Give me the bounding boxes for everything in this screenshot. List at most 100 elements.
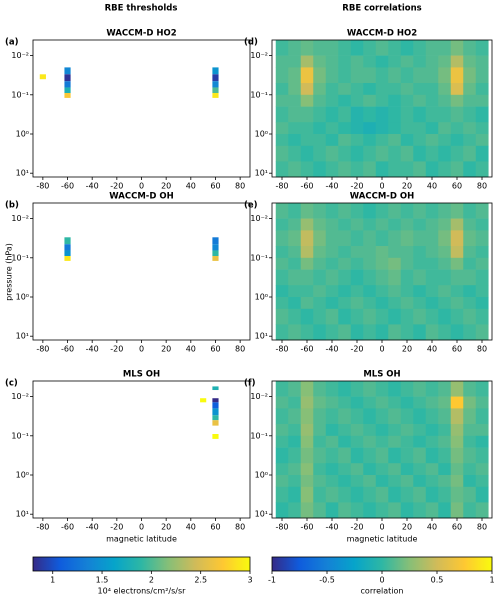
heat-cell [350,145,364,162]
heat-cell [338,257,352,270]
heat-cell [463,486,477,503]
heat-cell [400,94,414,107]
heat-cell [64,256,71,261]
heat-cell [325,55,339,68]
heat-cell [363,203,377,219]
column-title: RBE thresholds [105,4,178,14]
heat-cell [338,435,352,448]
heat-cell [413,475,427,488]
heat-cell [388,245,402,259]
heat-cell [338,447,352,464]
heat-cell [350,203,364,219]
heat-cell [288,67,302,84]
x-tick-label: 60 [452,523,462,532]
heat-cell [425,40,439,56]
y-tick-label: 10⁻¹ [250,431,268,440]
heat-cell [425,94,439,107]
heat-cell [450,218,464,231]
heat-cell [413,245,427,259]
heat-cell [375,396,389,409]
heat-cell [475,257,489,270]
x-tick-label: -80 [275,345,288,354]
heat-cell [288,381,302,397]
heat-cell [300,82,314,96]
heat-cell [413,230,427,247]
heat-cell [475,502,489,519]
x-tick-label: -20 [350,523,363,532]
heat-cell [425,447,439,464]
heat-cell [425,257,439,270]
heat-cell [325,447,339,464]
heat-cell [325,435,339,448]
heat-cell [375,67,389,84]
heat-cell [325,106,339,123]
heat-cell [413,486,427,503]
heat-cell [375,447,389,464]
heat-cell [350,94,364,107]
heat-cell [325,245,339,259]
heat-cell [450,82,464,96]
heat-cell [313,82,327,96]
heat-cell [475,145,489,162]
heat-cell [212,398,219,403]
y-tick-label: 10⁰ [16,471,29,480]
x-tick-label: -40 [86,345,99,354]
heat-cell [338,486,352,503]
x-tick-label: 20 [161,523,171,532]
heat-cell [375,40,389,56]
heat-cell [275,297,289,310]
heat-cell [325,408,339,425]
panel-label: (b) [5,201,19,211]
heat-cell [363,408,377,425]
heat-cell [275,218,289,231]
heat-cell [313,435,327,448]
heat-cell [275,475,289,488]
heat-cell [275,423,289,437]
heat-cell [338,297,352,310]
heat-cell [325,502,339,519]
heat-cell [325,122,339,135]
x-tick-label: 80 [235,523,245,532]
heat-cell [288,297,302,310]
heat-cell [450,94,464,107]
heat-cell [212,244,219,251]
heat-cell [363,40,377,56]
heat-cell [313,502,327,519]
heat-cell [413,324,427,341]
heat-cell [313,145,327,162]
x-tick-label: -20 [350,345,363,354]
heat-cell [450,257,464,270]
heat-cell [275,447,289,464]
heat-cell [388,408,402,425]
heat-cell [350,423,364,437]
x-tick-label: 80 [477,182,487,191]
x-tick-label: 40 [427,345,437,354]
heat-cell [400,435,414,448]
heat-cell [200,398,207,403]
x-tick-label: -40 [86,523,99,532]
heat-cell [350,486,364,503]
y-tick-label: 10⁻² [250,51,268,60]
heat-cell [350,122,364,135]
heat-cell [425,134,439,147]
heat-cell [400,381,414,397]
heat-cell [288,285,302,298]
heat-cell [463,269,477,286]
heat-cell [338,203,352,219]
heat-cell [325,396,339,409]
heat-cell [363,285,377,298]
x-tick-label: 80 [235,345,245,354]
x-tick-label: -60 [61,182,74,191]
heat-cell [338,324,352,341]
plot-frame [32,202,251,341]
heat-cell [425,230,439,247]
heat-cell [288,161,302,178]
heat-cell [300,67,314,84]
heat-cell [313,230,327,247]
heat-cell [375,486,389,503]
heat-cell [288,308,302,325]
heat-cell [338,94,352,107]
heat-cell [413,308,427,325]
heat-cell [325,40,339,56]
colorbar-tick-label: 2 [149,576,154,585]
